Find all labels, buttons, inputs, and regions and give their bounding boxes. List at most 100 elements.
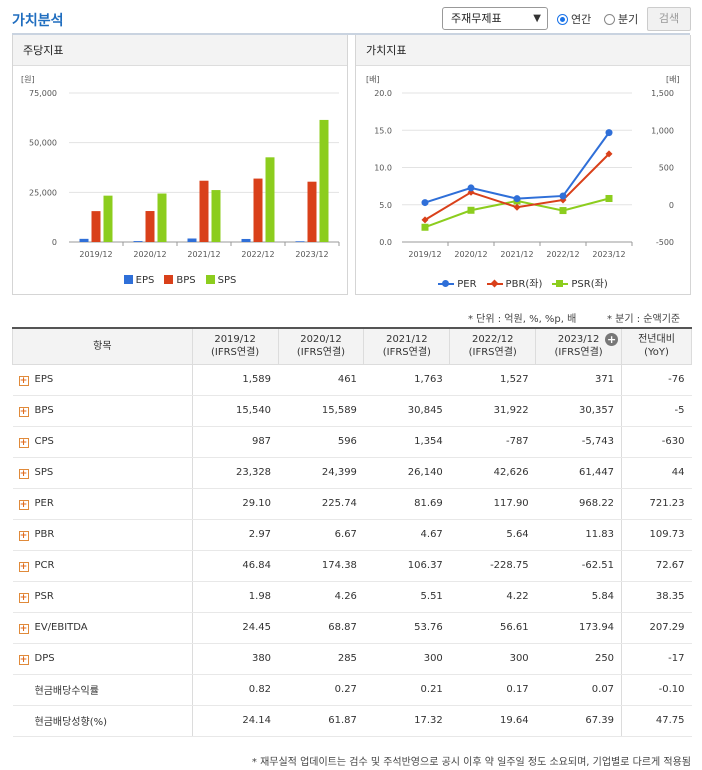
table-row: + BPS 15,540 15,589 30,845 31,922 30,357 -5 <box>12 395 692 427</box>
value-cell: 15,589 <box>278 395 364 427</box>
y-right-unit-label: [배] <box>666 75 680 84</box>
value-cell: -787 <box>449 426 536 458</box>
expand-row-icon[interactable]: + <box>18 406 29 417</box>
column-header-sublabel: (IFRS연결) <box>382 347 431 359</box>
table-row: + EV/EBITDA 24.45 68.87 53.76 56.61 173.94 207.… <box>12 612 692 644</box>
per-share-legend: EPS BPS SPS <box>13 275 347 286</box>
legend-swatch <box>164 275 174 284</box>
value-cell: 1,763 <box>363 364 450 396</box>
value-cell: 285 <box>278 643 364 675</box>
bar-eps <box>241 238 251 242</box>
value-cell: 250 <box>535 643 622 675</box>
row-label-cell[interactable]: + PCR <box>12 550 193 582</box>
legend-item[interactable]: PBR(좌) <box>486 275 542 290</box>
unit-note: * 단위 : 억원, %, %p, 배 <box>468 314 577 325</box>
y-tick-label: 75,000 <box>29 89 57 98</box>
yoy-cell: -630 <box>621 426 692 458</box>
expand-row-icon[interactable]: + <box>18 592 29 603</box>
row-label-cell[interactable]: + EV/EBITDA <box>12 612 193 644</box>
legend-item[interactable]: BPS <box>164 275 196 286</box>
x-tick-label: 2022/12 <box>546 250 579 259</box>
expand-row-icon[interactable]: + <box>18 654 29 665</box>
legend-item[interactable]: EPS <box>123 275 155 286</box>
value-cell: 30,357 <box>535 395 622 427</box>
value-cell: 2.97 <box>192 519 279 551</box>
radio-quarter[interactable]: 분기 <box>604 11 638 27</box>
expand-row-icon[interactable]: + <box>18 561 29 572</box>
row-label-cell[interactable]: + SPS <box>12 457 193 489</box>
value-cell: 81.69 <box>363 488 450 520</box>
table-row: + PCR 46.84 174.38 106.37 -228.75 -62.51 72.67 <box>12 550 692 582</box>
row-label-cell[interactable]: + PBR <box>12 519 193 551</box>
row-label: PSR <box>34 590 54 602</box>
per-share-bar-chart: [원] 0 25,000 50,000 75,000 2019/12 2020/12 2021… <box>21 75 340 259</box>
point-psr <box>559 207 567 215</box>
table-row: + SPS 23,328 24,399 26,140 42,626 61,447 44 <box>12 457 692 489</box>
point-psr <box>421 223 429 231</box>
value-cell: 17.32 <box>363 705 450 737</box>
column-header: 전년대비 (YoY) <box>621 327 692 365</box>
table-row: + EPS 1,589 461 1,763 1,527 371 -76 <box>12 364 692 396</box>
legend-label: PSR(좌) <box>571 279 608 290</box>
statement-type-select[interactable]: 주재무제표 ▼ <box>442 7 548 30</box>
row-label-cell[interactable]: + EPS <box>12 364 193 396</box>
value-cell: -5,743 <box>535 426 622 458</box>
legend-item[interactable]: PER <box>438 279 477 290</box>
y-left-tick-label: 5.0 <box>379 201 392 210</box>
bar-sps <box>319 119 329 242</box>
footer-note: * 재무실적 업데이트는 검수 및 주석반영으로 공시 이후 약 일주일 정도 … <box>251 757 691 768</box>
x-tick-label: 2020/12 <box>454 250 487 259</box>
expand-row-icon[interactable]: + <box>18 623 29 634</box>
value-cell: 26,140 <box>363 457 450 489</box>
row-label-cell[interactable]: + CPS <box>12 426 193 458</box>
legend-item[interactable]: PSR(좌) <box>552 275 608 290</box>
bar-eps <box>187 238 197 242</box>
table-row: + PBR 2.97 6.67 4.67 5.64 11.83 109.73 <box>12 519 692 551</box>
value-cell: 1,527 <box>449 364 536 396</box>
expand-row-icon[interactable]: + <box>18 499 29 510</box>
value-cell: 0.07 <box>535 674 622 706</box>
value-cell: 11.83 <box>535 519 622 551</box>
column-header: 2022/12 (IFRS연결) <box>449 327 537 365</box>
bar-eps <box>79 238 89 242</box>
bar-bps <box>253 178 263 242</box>
expand-row-icon[interactable]: + <box>18 437 29 448</box>
row-label: 현금배당성향(%) <box>34 717 108 728</box>
value-cell: 31,922 <box>449 395 536 427</box>
column-header-label: 2020/12 <box>300 334 342 346</box>
value-cell: 56.61 <box>449 612 536 644</box>
value-cell: 0.21 <box>363 674 450 706</box>
per-share-panel: 주당지표 [원] 0 25,000 50,000 75,000 2019/12 2020/1… <box>12 35 348 295</box>
row-label-cell[interactable]: + DPS <box>12 643 193 675</box>
column-header-label: 2023/12 <box>557 334 600 346</box>
legend-label: EPS <box>135 275 155 286</box>
row-label-cell[interactable]: + BPS <box>12 395 193 427</box>
row-label-cell[interactable]: + PER <box>12 488 193 520</box>
expand-row-icon[interactable]: + <box>18 375 29 386</box>
value-cell: -228.75 <box>449 550 536 582</box>
column-header-sublabel: (IFRS연결) <box>554 347 603 359</box>
search-button[interactable]: 검색 <box>647 7 691 31</box>
y-left-unit-label: [배] <box>366 75 380 84</box>
point-pbr <box>421 216 429 224</box>
bar-bps <box>91 211 101 242</box>
value-cell: 596 <box>278 426 364 458</box>
row-label-cell[interactable]: + PSR <box>12 581 193 613</box>
value-cell: 61.87 <box>278 705 364 737</box>
row-label: PBR <box>34 528 55 540</box>
radio-annual[interactable]: 연간 <box>557 11 591 27</box>
value-cell: 67.39 <box>535 705 622 737</box>
legend-item[interactable]: SPS <box>205 275 236 286</box>
expand-row-icon[interactable]: + <box>18 468 29 479</box>
radio-unchecked-icon <box>604 13 615 25</box>
value-cell: 300 <box>363 643 450 675</box>
bar-sps <box>211 190 221 242</box>
expand-row-icon[interactable]: + <box>18 530 29 541</box>
column-header-label: 항목 <box>93 340 112 352</box>
value-cell: 19.64 <box>449 705 536 737</box>
row-label: PER <box>34 497 54 509</box>
bar-sps <box>265 157 275 242</box>
x-tick-label: 2023/12 <box>592 250 625 259</box>
table-row: + CPS 987 596 1,354 -787 -5,743 -630 <box>12 426 692 458</box>
expand-columns-icon[interactable]: + <box>605 333 619 346</box>
